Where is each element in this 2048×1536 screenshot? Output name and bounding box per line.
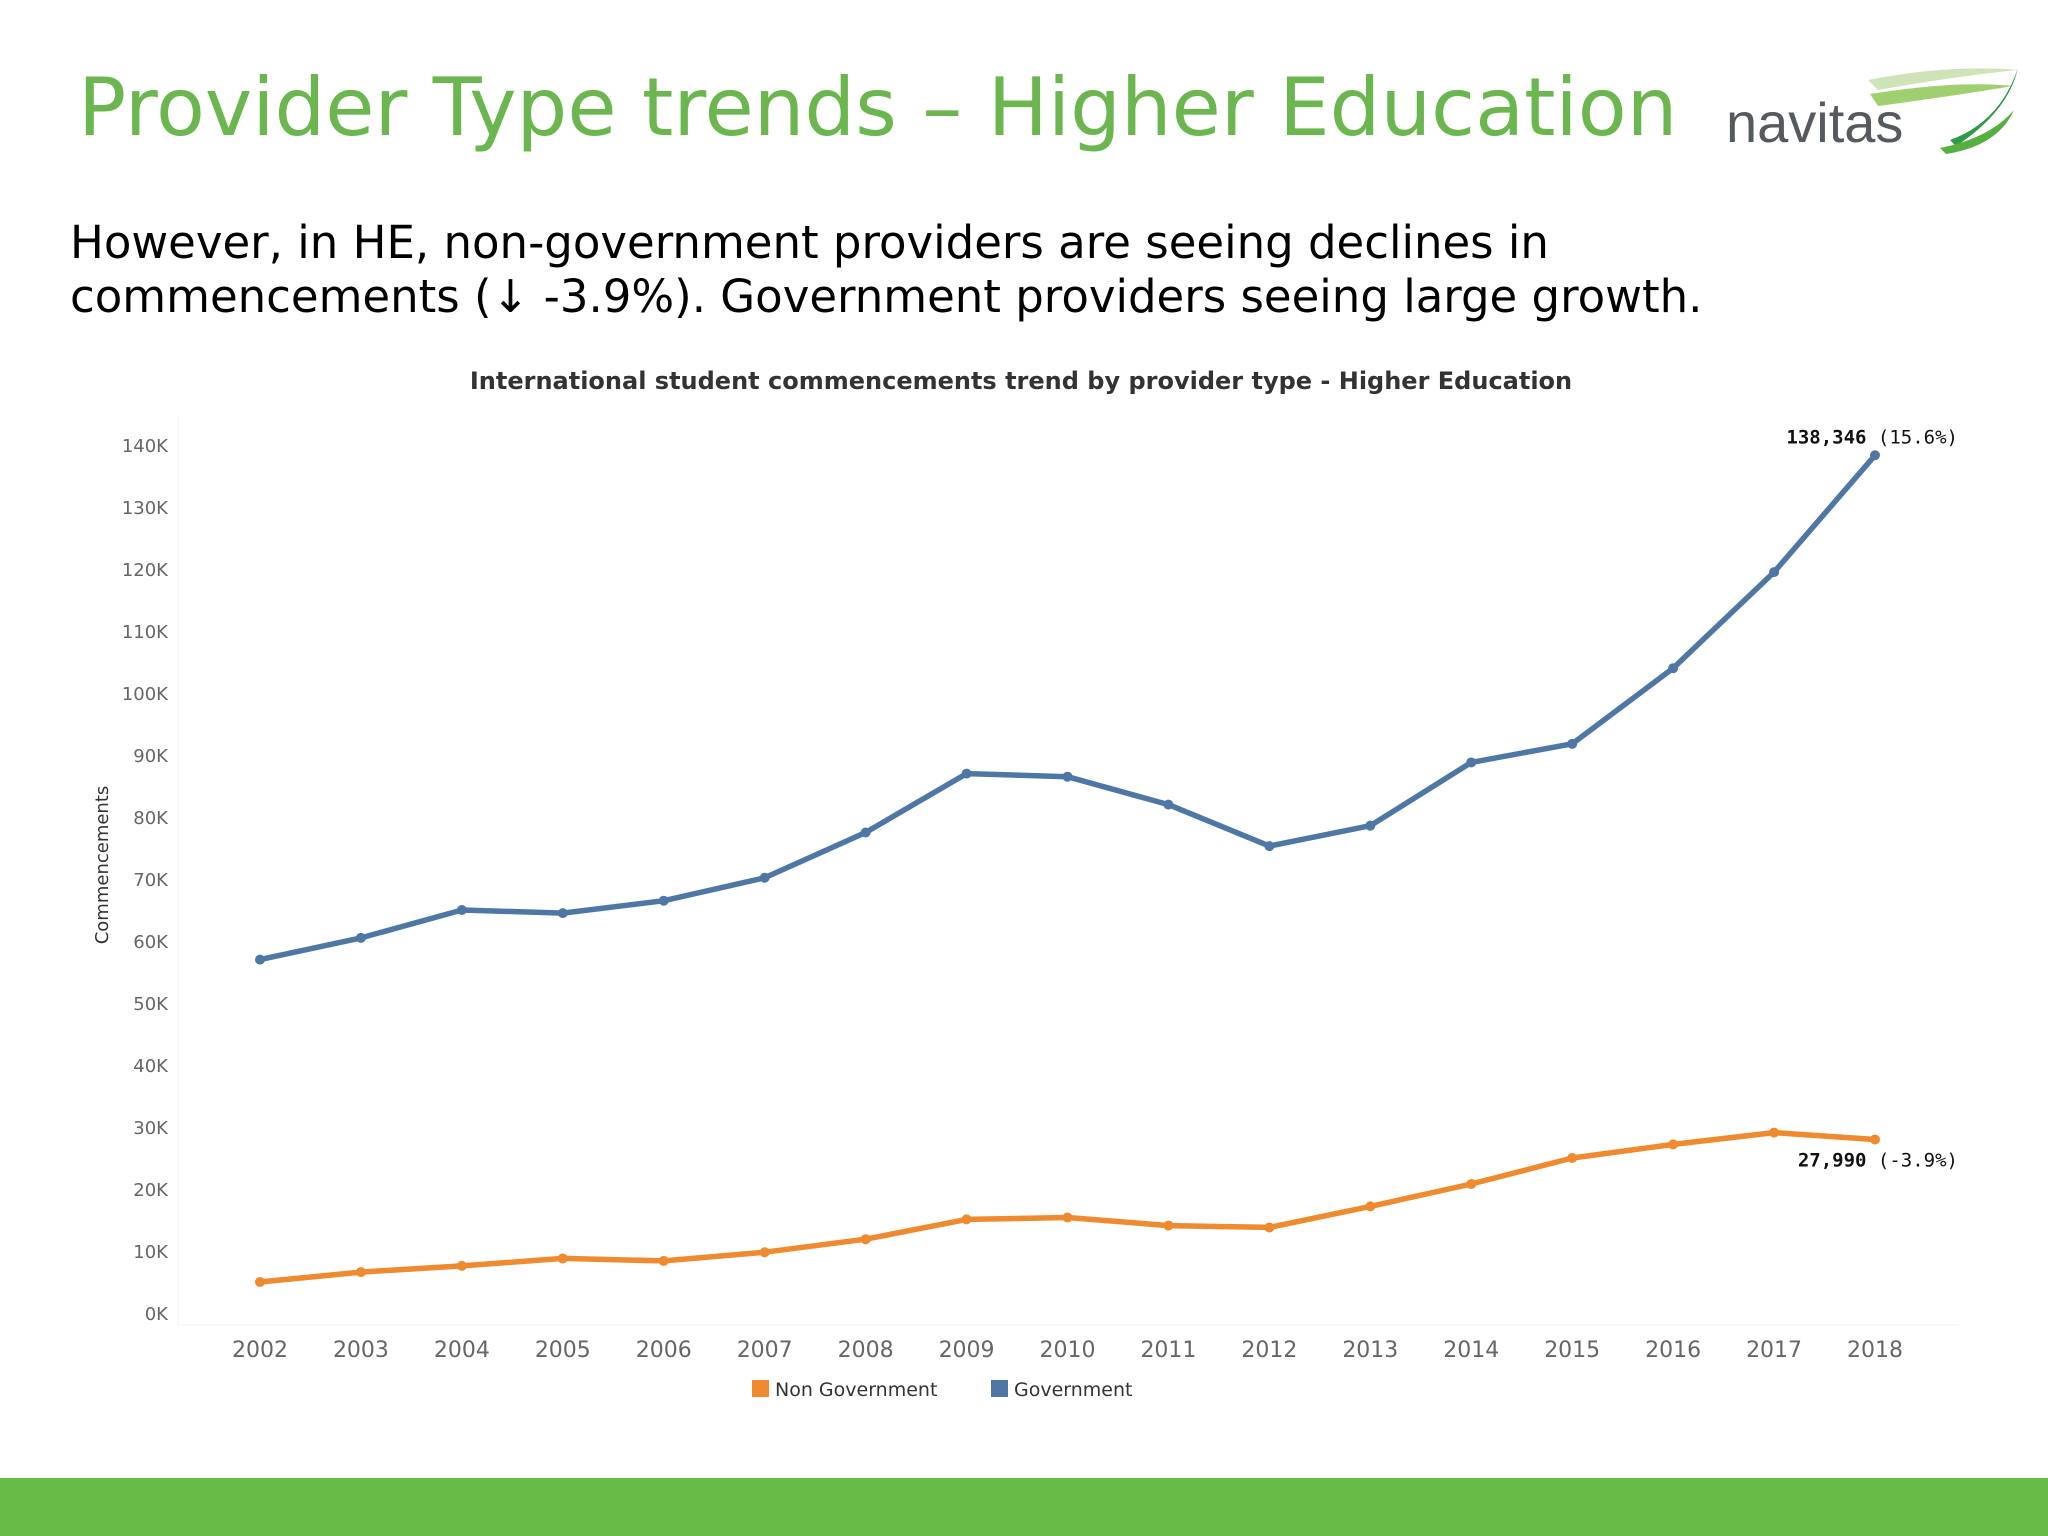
x-tick-label: 2009 [939, 1338, 995, 1363]
data-point [355, 1267, 366, 1278]
data-point [456, 905, 467, 915]
data-point [658, 1255, 669, 1266]
x-tick-label: 2010 [1040, 1338, 1096, 1363]
data-point [860, 827, 871, 838]
data-point [1668, 1139, 1679, 1150]
data-point [1466, 757, 1477, 768]
x-tick-label: 2015 [1544, 1338, 1600, 1363]
y-tick-label: 10K [133, 1242, 169, 1263]
data-point [255, 1277, 265, 1287]
legend-swatch [991, 1380, 1008, 1397]
y-tick-label: 90K [133, 746, 169, 767]
y-tick-label: 70K [133, 870, 169, 891]
x-tick-label: 2007 [737, 1338, 793, 1363]
x-tick-label: 2008 [838, 1338, 894, 1363]
end-value: 138,346 [1786, 426, 1866, 448]
data-point [557, 1253, 568, 1264]
data-point [1668, 663, 1679, 674]
subtitle-line-1: However, in HE, non-government providers… [70, 216, 1549, 269]
data-point [1769, 1127, 1780, 1138]
x-tick-label: 2006 [636, 1338, 692, 1363]
x-tick-label: 2017 [1746, 1338, 1802, 1363]
x-tick-label: 2012 [1241, 1338, 1297, 1363]
data-point [255, 954, 265, 965]
x-tick-label: 2003 [333, 1338, 389, 1363]
data-point [1567, 738, 1578, 749]
series-line [257, 452, 1878, 963]
data-point [961, 768, 972, 779]
legend-swatch [752, 1380, 769, 1397]
legend-label: Government [1014, 1379, 1133, 1401]
end-change: (15.6%) [1866, 426, 1958, 448]
data-point [1769, 567, 1780, 578]
x-tick-label: 2002 [232, 1338, 288, 1363]
data-point [1163, 1220, 1174, 1231]
logo-wordmark: navitas [1726, 91, 1903, 154]
data-point [1365, 1201, 1376, 1212]
swoosh-logo-icon [1868, 68, 2018, 90]
data-point [1466, 1179, 1477, 1190]
data-point [658, 895, 669, 906]
x-tick-label: 2011 [1140, 1338, 1196, 1363]
series-line [257, 1129, 1878, 1285]
end-value: 27,990 [1798, 1149, 1867, 1171]
data-point [1870, 450, 1880, 461]
x-tick-label: 2018 [1847, 1338, 1903, 1363]
data-point [355, 932, 366, 943]
x-tick-label: 2016 [1645, 1338, 1701, 1363]
y-tick-label: 60K [133, 932, 169, 953]
y-tick-label: 40K [133, 1056, 169, 1077]
data-point [1264, 841, 1275, 852]
y-tick-label: 130K [122, 498, 169, 519]
end-value-label: 138,346 (15.6%) [1786, 426, 1958, 448]
y-axis-label: Commencements [92, 786, 113, 945]
data-point [1163, 799, 1174, 810]
y-tick-label: 140K [122, 436, 169, 457]
data-point [1062, 771, 1073, 782]
commencements-line-chart: International student commencements tren… [92, 367, 1958, 1401]
y-tick-label: 0K [145, 1304, 169, 1325]
footer-bar [0, 1478, 2048, 1536]
chart-title: International student commencements tren… [470, 367, 1572, 395]
slide-title: Provider Type trends – Higher Education [78, 61, 1678, 154]
data-point [456, 1260, 467, 1271]
navitas-logo: navitas [1726, 68, 2018, 154]
data-point [759, 1247, 770, 1258]
data-point [961, 1214, 972, 1225]
slide-subtitle: However, in HE, non-government providers… [70, 216, 1970, 324]
data-point [557, 908, 568, 919]
data-point [1264, 1222, 1275, 1233]
y-tick-label: 30K [133, 1118, 169, 1139]
x-tick-label: 2004 [434, 1338, 490, 1363]
legend-label: Non Government [775, 1379, 937, 1401]
y-tick-label: 120K [122, 560, 169, 581]
data-point [1365, 820, 1376, 831]
y-tick-label: 20K [133, 1180, 169, 1201]
y-tick-label: 80K [133, 808, 169, 829]
data-point [1870, 1134, 1880, 1145]
end-change: (-3.9%) [1866, 1149, 1958, 1171]
x-tick-label: 2005 [535, 1338, 591, 1363]
y-tick-label: 110K [122, 622, 169, 643]
y-tick-label: 100K [122, 684, 169, 705]
data-point [860, 1234, 871, 1245]
data-point [1567, 1153, 1578, 1163]
data-point [1062, 1212, 1073, 1223]
x-tick-label: 2013 [1342, 1338, 1398, 1363]
data-point [759, 872, 770, 883]
subtitle-line-2: commencements (↓ -3.9%). Government prov… [70, 270, 1703, 323]
x-tick-label: 2014 [1443, 1338, 1499, 1363]
end-value-label: 27,990 (-3.9%) [1798, 1149, 1958, 1171]
y-tick-label: 50K [133, 994, 169, 1015]
